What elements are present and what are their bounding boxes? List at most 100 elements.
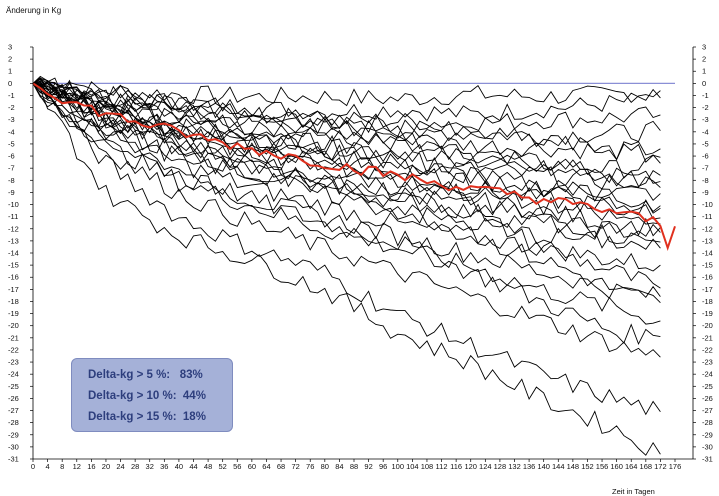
x-tick-label: 96 [379, 462, 387, 471]
y-tick-label-left: 0 [8, 79, 12, 88]
x-tick-label: 164 [625, 462, 638, 471]
y-tick-label-right: -30 [702, 442, 713, 451]
series-line-13 [32, 83, 661, 272]
y-tick-label-left: -8 [8, 176, 15, 185]
y-tick-label-left: -16 [8, 273, 19, 282]
y-tick-label-left: -7 [8, 164, 15, 173]
x-tick-label: 68 [277, 462, 285, 471]
series-line-27 [32, 77, 661, 184]
x-tick-label: 160 [610, 462, 623, 471]
y-tick-label-left: -3 [8, 115, 15, 124]
y-tick-label-right: -5 [702, 139, 709, 148]
y-tick-label-right: -20 [702, 321, 713, 330]
y-tick-label-left: -24 [8, 370, 19, 379]
x-tick-label: 20 [102, 462, 110, 471]
y-tick-label-left: -25 [8, 382, 19, 391]
x-tick-label: 72 [291, 462, 299, 471]
x-tick-label: 4 [46, 462, 50, 471]
y-tick-label-right: -19 [702, 309, 713, 318]
y-tick-label-left: -1 [8, 91, 15, 100]
x-tick-label: 76 [306, 462, 314, 471]
stat-line-15: Delta-kg > 15 %: 18% [88, 411, 206, 423]
x-tick-label: 12 [73, 462, 81, 471]
x-tick-label: 148 [567, 462, 580, 471]
y-tick-label-left: -10 [8, 200, 19, 209]
x-tick-label: 116 [450, 462, 462, 471]
y-tick-label-left: -2 [8, 103, 15, 112]
series-line-15 [32, 83, 661, 325]
y-tick-label-right: -2 [702, 103, 709, 112]
x-tick-label: 16 [87, 462, 95, 471]
x-tick-label: 104 [406, 462, 419, 471]
x-tick-label: 52 [219, 462, 227, 471]
series-line-23 [32, 82, 661, 220]
y-tick-label-right: -3 [702, 115, 709, 124]
y-tick-label-left: -27 [8, 406, 19, 415]
x-tick-label: 176 [669, 462, 682, 471]
x-tick-label: 172 [654, 462, 667, 471]
series-line-26 [32, 82, 661, 250]
y-tick-label-left: 2 [8, 55, 12, 64]
x-tick-label: 144 [552, 462, 565, 471]
x-tick-label: 64 [262, 462, 270, 471]
series-line-5 [32, 78, 661, 161]
y-tick-label-right: 3 [702, 43, 706, 52]
y-tick-label-right: 2 [702, 55, 706, 64]
stat-line-5: Delta-kg > 5 %: 83% [88, 369, 203, 381]
y-tick-label-left: -29 [8, 430, 19, 439]
x-tick-label: 100 [392, 462, 405, 471]
series-line-12 [32, 82, 661, 245]
y-tick-label-right: -21 [702, 333, 713, 342]
y-tick-label-left: -12 [8, 224, 19, 233]
x-tick-label: 136 [523, 462, 536, 471]
y-tick-label-right: -1 [702, 91, 709, 100]
x-tick-label: 156 [596, 462, 609, 471]
x-tick-label: 88 [350, 462, 358, 471]
y-tick-label-right: -24 [702, 370, 713, 379]
y-tick-label-right: -18 [702, 297, 713, 306]
y-tick-label-left: -31 [8, 455, 19, 464]
y-tick-label-left: -28 [8, 418, 19, 427]
series-line-14 [32, 81, 661, 299]
y-tick-label-left: -20 [8, 321, 19, 330]
mean-series-line [32, 82, 676, 252]
series-line-2 [32, 79, 661, 122]
y-tick-label-right: -11 [702, 212, 712, 221]
y-tick-label-left: 1 [8, 67, 12, 76]
y-tick-label-left: -22 [8, 345, 19, 354]
x-tick-label: 40 [175, 462, 183, 471]
x-tick-label: 24 [116, 462, 124, 471]
y-tick-label-left: -18 [8, 297, 19, 306]
y-tick-label-left: -6 [8, 152, 15, 161]
y-tick-label-left: -9 [8, 188, 15, 197]
x-tick-label: 56 [233, 462, 241, 471]
series-line-18 [32, 83, 661, 416]
x-tick-label: 128 [494, 462, 507, 471]
series-line-16 [32, 83, 661, 346]
y-tick-label-left: -17 [8, 285, 19, 294]
y-tick-label-left: -5 [8, 139, 15, 148]
y-tick-label-right: -16 [702, 273, 713, 282]
y-tick-label-left: -14 [8, 249, 19, 258]
x-tick-label: 0 [31, 462, 35, 471]
y-tick-label-right: -22 [702, 345, 713, 354]
x-tick-label: 60 [248, 462, 256, 471]
y-tick-label-right: -25 [702, 382, 713, 391]
series-line-20 [32, 77, 661, 304]
series-line-28 [32, 82, 661, 213]
series-line-3 [32, 77, 661, 133]
y-tick-label-right: -26 [702, 394, 713, 403]
y-tick-label-right: -28 [702, 418, 713, 427]
x-axis-label: Zeit in Tagen [612, 487, 655, 496]
y-tick-label-right: -12 [702, 224, 713, 233]
y-tick-label-right: 0 [702, 79, 706, 88]
stat-line-10: Delta-kg > 10 %: 44% [88, 390, 206, 402]
y-tick-label-left: -21 [8, 333, 19, 342]
y-tick-label-right: -23 [702, 358, 713, 367]
x-tick-label: 168 [640, 462, 653, 471]
y-tick-label-right: -31 [702, 455, 713, 464]
x-tick-label: 124 [479, 462, 492, 471]
y-tick-label-right: -27 [702, 406, 713, 415]
y-tick-label-right: -8 [702, 176, 709, 185]
